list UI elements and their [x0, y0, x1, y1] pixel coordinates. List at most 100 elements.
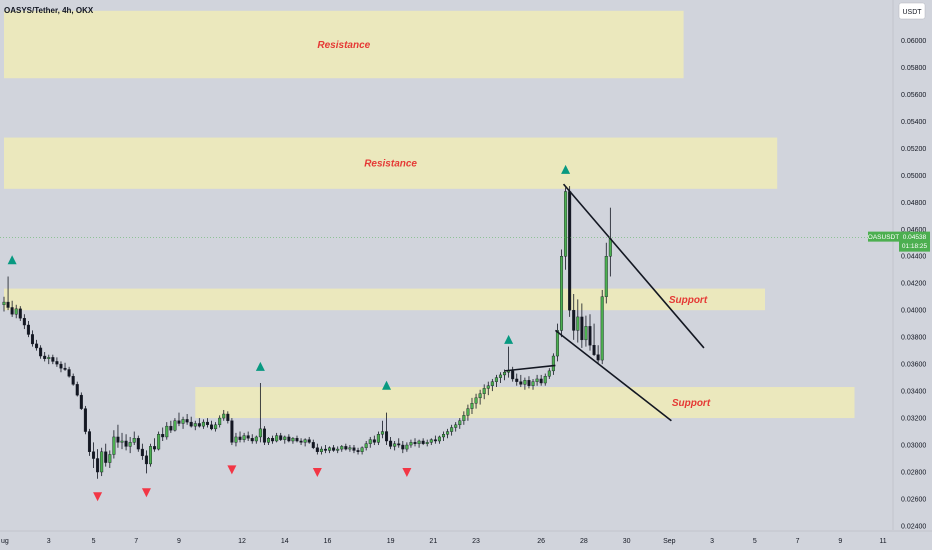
price-tag-countdown: 01:18:25: [902, 243, 928, 250]
arrow-down-icon: [227, 465, 237, 475]
candle: [356, 447, 360, 455]
candle: [242, 432, 246, 443]
resistance-zone: [4, 10, 684, 79]
candle: [332, 445, 336, 452]
candle: [498, 372, 502, 384]
candle: [250, 434, 254, 444]
candle: [604, 242, 608, 304]
candle: [592, 323, 596, 357]
candle: [124, 434, 128, 451]
candle: [96, 449, 100, 479]
candle: [527, 376, 531, 389]
candle: [405, 442, 409, 452]
candle: [104, 443, 108, 467]
candle: [295, 435, 299, 443]
currency-button[interactable]: USDT: [898, 2, 926, 20]
candle: [144, 450, 148, 474]
support-zone-label: Support: [672, 398, 711, 409]
time-tick-label: 9: [838, 538, 842, 545]
candle: [584, 315, 588, 347]
candle: [380, 420, 384, 439]
candle: [218, 415, 222, 428]
candle: [551, 353, 555, 375]
time-tick-label: 28: [580, 538, 588, 545]
candle: [169, 420, 173, 433]
zone-labels-layer: Resistance Resistance Support Support: [317, 40, 710, 409]
support-zone: [195, 387, 855, 419]
candle: [462, 411, 466, 425]
time-scale[interactable]: ug 3 5 7 9 12 14 16 19 21 23 26 28 30 Sep 3 5 7 9 11: [0, 530, 932, 545]
candle: [238, 431, 242, 443]
price-tick-label: 0.03800: [901, 335, 926, 342]
candle: [120, 432, 124, 450]
time-tick-label: ug: [1, 538, 9, 545]
candle: [328, 446, 332, 454]
candle: [116, 424, 120, 448]
resistance-zone-label: Resistance: [364, 159, 417, 170]
candle: [128, 436, 132, 454]
candle: [275, 432, 279, 443]
candle: [494, 374, 498, 388]
candle: [336, 446, 340, 454]
candle: [112, 430, 116, 459]
candle: [389, 436, 393, 450]
candle: [197, 418, 201, 428]
candle: [262, 426, 266, 446]
candle: [55, 357, 59, 367]
candle: [401, 440, 405, 454]
candle: [132, 431, 136, 446]
arrow-up-icon: [561, 164, 571, 174]
candle: [417, 439, 421, 448]
candle: [303, 438, 307, 447]
candle: [83, 405, 87, 435]
candle: [376, 431, 380, 446]
candle: [543, 373, 547, 386]
candle: [254, 435, 258, 444]
candle: [92, 442, 96, 468]
candle: [588, 314, 592, 351]
symbol-title[interactable]: OASYS/Tether, 4h, OKX: [4, 6, 94, 15]
arrow-up-icon: [255, 361, 265, 371]
candle: [205, 418, 209, 428]
candle: [51, 354, 55, 365]
candle: [246, 431, 250, 441]
time-tick-label: 30: [623, 538, 631, 545]
time-tick-label: 26: [537, 538, 545, 545]
candle: [474, 393, 478, 409]
price-scale[interactable]: 0.06000 0.05800 0.05600 0.05400 0.05200 0.050…: [892, 0, 926, 530]
candle: [140, 443, 144, 460]
trendlines-layer: [0, 183, 868, 422]
price-tag-symbol-bg: [868, 231, 899, 242]
candle: [413, 438, 417, 447]
candle: [287, 434, 291, 443]
price-tick-label: 0.04000: [901, 308, 926, 315]
candle: [108, 450, 112, 468]
time-tick-label: 11: [879, 538, 886, 545]
zones-layer: [4, 10, 855, 419]
candle: [364, 440, 368, 451]
candle: [368, 436, 372, 448]
candle: [214, 422, 218, 432]
candle: [43, 351, 47, 362]
candle: [283, 435, 287, 444]
candle: [596, 345, 600, 363]
arrow-down-icon: [93, 492, 103, 502]
time-tick-label: 12: [238, 538, 246, 545]
time-tick-label: Sep: [663, 538, 676, 545]
price-tick-label: 0.05400: [901, 119, 926, 126]
candle: [576, 299, 580, 343]
price-tag: OASUSDT 0.04538 01:18:25: [868, 231, 930, 252]
candle: [67, 366, 71, 378]
candle: [193, 420, 197, 431]
price-tick-label: 0.05200: [901, 146, 926, 153]
candle: [535, 374, 539, 386]
currency-button-label: USDT: [902, 9, 922, 16]
support-zone-label: Support: [669, 295, 708, 306]
price-tick-label: 0.03600: [901, 362, 926, 369]
candle: [30, 330, 34, 347]
arrow-down-icon: [141, 488, 151, 498]
candle: [608, 207, 612, 277]
candle: [165, 422, 169, 440]
